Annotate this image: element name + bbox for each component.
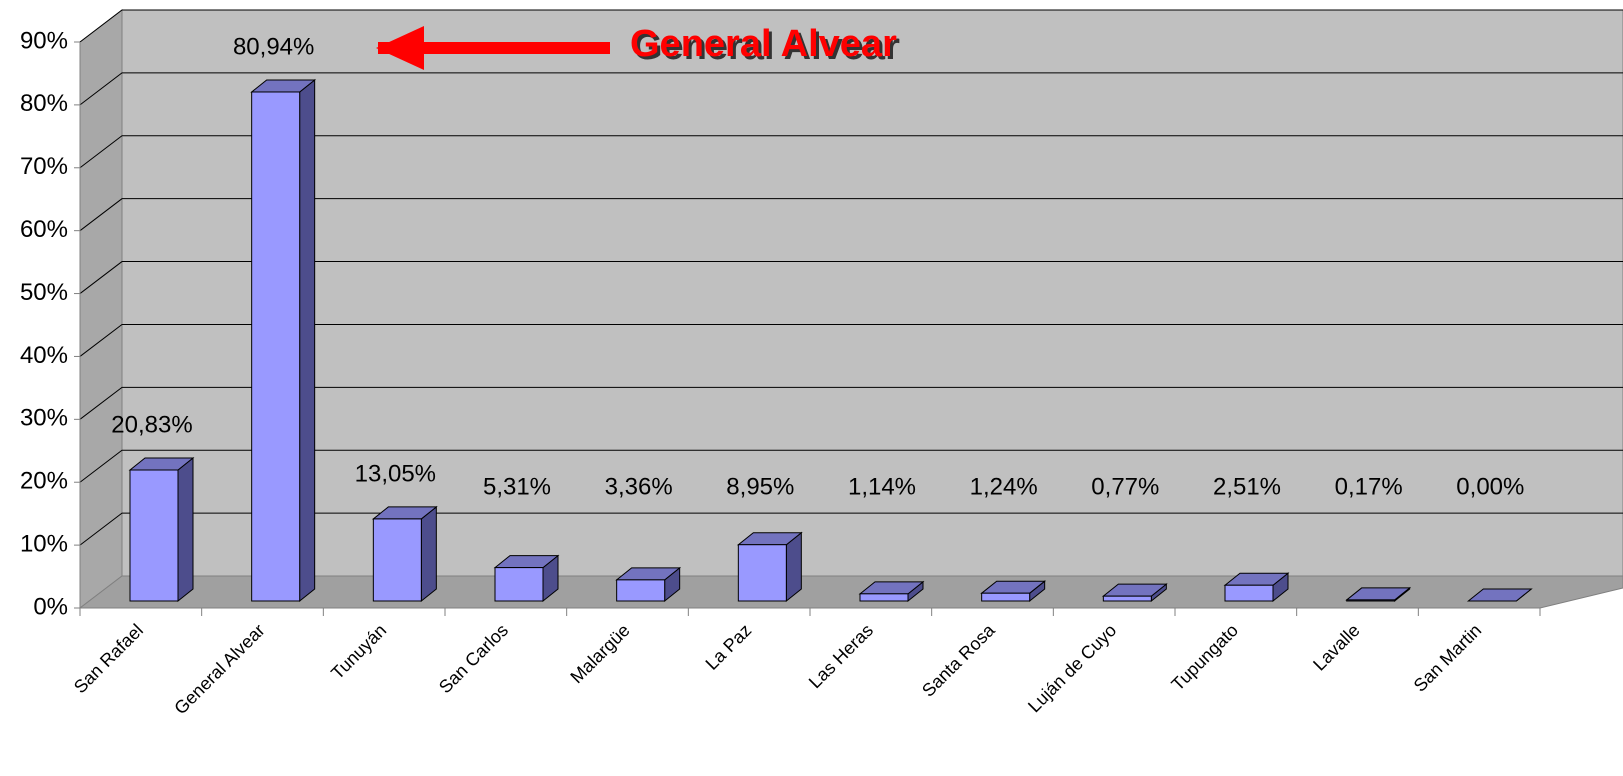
- x-tick-label: Malargüe: [566, 620, 633, 687]
- x-tick-label: General Alvear: [170, 620, 268, 718]
- y-tick-label: 40%: [20, 342, 68, 369]
- annotation: General Alvear: [630, 23, 897, 65]
- x-tick-label: San Carlos: [435, 620, 512, 697]
- annotation-arrowhead: [376, 26, 424, 70]
- grid-line: [79, 512, 1623, 546]
- y-tick-label: 70%: [20, 153, 68, 180]
- bar: [1224, 584, 1274, 602]
- bar-top: [1466, 588, 1533, 602]
- x-tick-label: Tunuyán: [327, 620, 390, 683]
- value-label: 80,94%: [233, 33, 314, 60]
- grid-line: [79, 449, 1623, 483]
- y-tick-label: 90%: [20, 27, 68, 54]
- value-label: 5,31%: [483, 473, 551, 500]
- y-tick-label: 30%: [20, 405, 68, 432]
- x-tick-label: Las Heras: [805, 620, 877, 692]
- value-label: 0,77%: [1091, 473, 1159, 500]
- bar: [372, 518, 422, 602]
- x-tick-label: Tupungato: [1167, 620, 1242, 695]
- x-tick-label: La Paz: [702, 620, 756, 674]
- y-tick-label: 50%: [20, 279, 68, 306]
- grid-line: [79, 323, 1623, 357]
- value-label: 0,00%: [1456, 473, 1524, 500]
- value-label: 1,24%: [970, 473, 1038, 500]
- bars: [128, 78, 1533, 603]
- grid-line: [79, 386, 1623, 420]
- bar: [737, 544, 787, 602]
- bar: [494, 567, 544, 602]
- x-tick-label: Lavalle: [1309, 620, 1363, 674]
- bar: [1102, 595, 1152, 602]
- value-label: 20,83%: [111, 411, 192, 438]
- grid-line: [79, 72, 1623, 106]
- value-label: 2,51%: [1213, 473, 1281, 500]
- grid-line: [79, 135, 1623, 169]
- x-tick-label: San Martin: [1410, 620, 1486, 696]
- y-tick-label: 60%: [20, 216, 68, 243]
- grid-line: [79, 198, 1623, 232]
- value-label: 8,95%: [726, 473, 794, 500]
- bar: [251, 91, 301, 602]
- x-tick-label: Santa Rosa: [918, 619, 999, 700]
- grid-line: [79, 9, 1623, 43]
- value-label: 3,36%: [605, 473, 673, 500]
- value-label: 13,05%: [355, 460, 436, 487]
- y-tick-label: 10%: [20, 530, 68, 557]
- bar: [859, 593, 909, 602]
- y-tick-label: 80%: [20, 90, 68, 117]
- grid: [74, 9, 1623, 616]
- value-label: 0,17%: [1335, 473, 1403, 500]
- y-tick-label: 0%: [33, 593, 68, 620]
- bar-side: [420, 505, 437, 603]
- bar-side: [299, 78, 316, 603]
- annotation-shadow: General Alvear: [633, 26, 900, 68]
- value-label: 1,14%: [848, 473, 916, 500]
- bar: [616, 579, 666, 602]
- bar-side: [177, 456, 194, 603]
- bar: [129, 469, 179, 602]
- bar: [1346, 599, 1396, 602]
- x-tick-label: San Rafael: [70, 620, 147, 697]
- x-tick-label: Luján de Cuyo: [1024, 620, 1120, 716]
- bar: [981, 592, 1031, 602]
- grid-line: [79, 261, 1623, 294]
- y-tick-label: 20%: [20, 468, 68, 495]
